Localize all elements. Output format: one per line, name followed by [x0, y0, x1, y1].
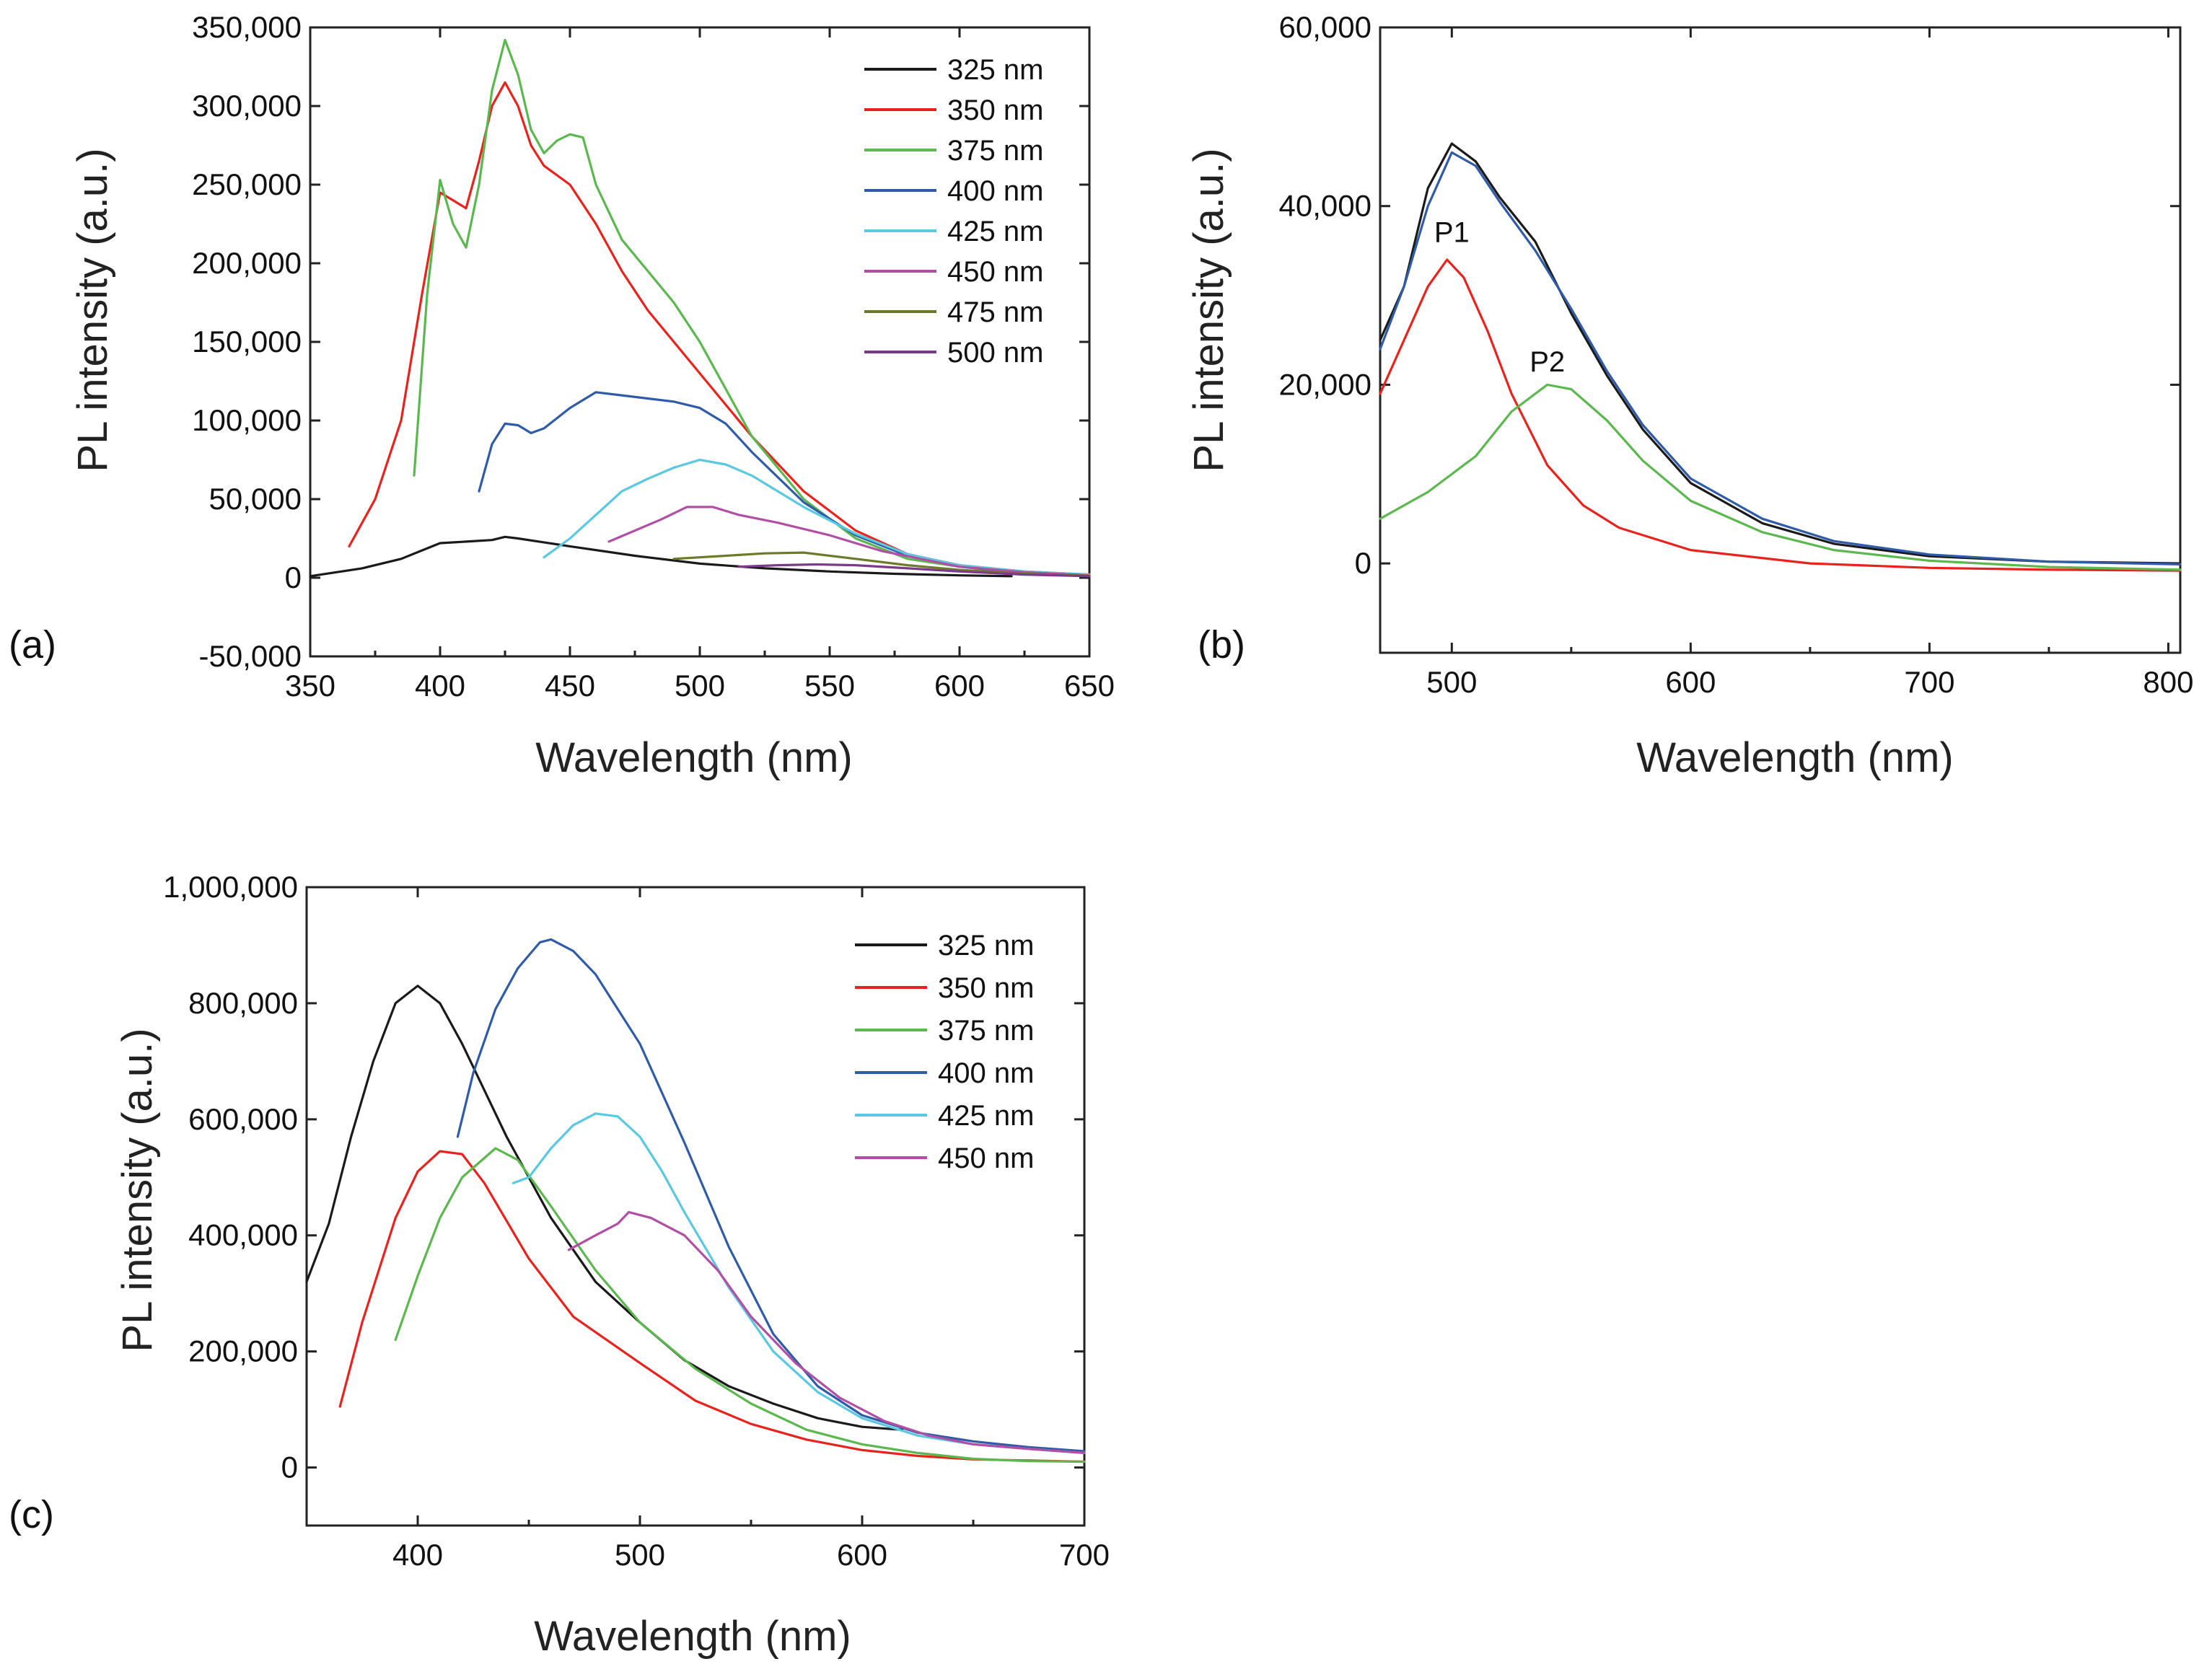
- x-tick-label: 600: [837, 1538, 887, 1572]
- x-tick-label: 550: [804, 669, 855, 703]
- legend-entry: 325 nm: [938, 930, 1034, 961]
- y-tick-label: 20,000: [1279, 367, 1371, 401]
- legend-entry: 450 nm: [947, 256, 1043, 288]
- series-line-500-nm: [737, 563, 1091, 578]
- peak-annotation: P2: [1529, 346, 1565, 378]
- y-tick-label: 40,000: [1279, 189, 1371, 223]
- y-tick-label: 800,000: [188, 986, 298, 1020]
- legend-entry: 375 nm: [947, 135, 1043, 167]
- panel-a-label: (a): [9, 623, 56, 666]
- y-tick-label: 600,000: [188, 1102, 298, 1136]
- series-line-measured: [1379, 142, 2182, 565]
- legend-entry: 425 nm: [947, 216, 1043, 247]
- peak-annotation: P1: [1434, 216, 1470, 248]
- panel-b-x-axis-title: Wavelength (nm): [1636, 734, 1953, 781]
- legend-entry: 475 nm: [947, 296, 1043, 328]
- y-tick-label: 300,000: [192, 89, 302, 123]
- panel-b-chart: (b) PL intensity (a.u.) Wavelength (nm) …: [1185, 10, 2193, 781]
- x-tick-label: 700: [1059, 1538, 1110, 1572]
- y-tick-label: 200,000: [188, 1334, 298, 1368]
- y-tick-label: 150,000: [192, 325, 302, 358]
- series-line-cumulative-fit: [1379, 151, 2182, 565]
- legend-entry: 375 nm: [938, 1015, 1034, 1047]
- y-tick-label: 100,000: [192, 403, 302, 437]
- panel-c-y-axis-title: PL intensity (a.u.): [114, 1028, 161, 1352]
- y-tick-label: 50,000: [209, 482, 302, 516]
- y-tick-label: 0: [1355, 546, 1371, 580]
- x-tick-label: 400: [392, 1538, 443, 1572]
- panel-b-y-axis-title: PL intensity (a.u.): [1185, 148, 1232, 472]
- series-line-450-nm: [567, 1210, 1086, 1454]
- panel-c-plot-area: 400 500 600 700 0 200,000 400,000 600,000 800,00…: [163, 870, 1110, 1572]
- series-line-425-nm: [543, 458, 1091, 576]
- series-line-400-nm: [478, 391, 1091, 577]
- panel-c-chart: (c) PL intensity (a.u.) Wavelength (nm) …: [9, 870, 1110, 1660]
- panel-c-x-axis-title: Wavelength (nm): [534, 1613, 851, 1660]
- series-line-375-nm: [394, 1147, 1086, 1463]
- y-tick-label: 400,000: [188, 1218, 298, 1252]
- y-tick-label: 200,000: [192, 246, 302, 280]
- panel-c-legend: 325 nm 350 nm 375 nm 400 nm 425 nm 450 nm: [855, 930, 1034, 1174]
- y-tick-label: 60,000: [1279, 10, 1371, 44]
- legend-entry: 500 nm: [947, 337, 1043, 369]
- legend-entry: 425 nm: [938, 1100, 1034, 1132]
- legend-entry: 400 nm: [947, 175, 1043, 207]
- series-line-450-nm: [607, 506, 1091, 577]
- legend-entry: 350 nm: [938, 972, 1034, 1004]
- panel-c-label: (c): [9, 1493, 54, 1536]
- x-tick-label: 500: [1426, 665, 1477, 699]
- x-tick-label: 650: [1064, 669, 1115, 703]
- legend-entry: 400 nm: [938, 1057, 1034, 1089]
- y-tick-label: 250,000: [192, 167, 302, 201]
- y-tick-label: 0: [285, 560, 302, 594]
- series-line-350-nm: [338, 1150, 1086, 1463]
- x-tick-label: 800: [2143, 665, 2193, 699]
- panel-a-chart: (a) PL intensity (a.u.) Wavelength (nm) …: [9, 10, 1115, 781]
- y-tick-label: -50,000: [199, 639, 302, 673]
- x-tick-label: 450: [545, 669, 595, 703]
- panel-a-plot-area: 350 400 450 500 550 600 650 -50,000 0 50,000 100,0…: [192, 10, 1115, 703]
- series-line-p1-fit: [1379, 258, 2182, 572]
- x-tick-label: 600: [1665, 665, 1716, 699]
- y-tick-label: 350,000: [192, 10, 302, 44]
- y-tick-label: 1,000,000: [163, 870, 298, 904]
- panel-b-label: (b): [1198, 623, 1245, 666]
- legend-entry: 325 nm: [947, 54, 1043, 86]
- x-tick-label: 350: [285, 669, 335, 703]
- series-line-325-nm: [309, 535, 1013, 578]
- series-line-p2-fit: [1379, 383, 2182, 571]
- panel-a-legend: 325 nm 350 nm 375 nm 400 nm 425 nm 450 nm 475 …: [864, 54, 1043, 369]
- plot-frame: [305, 886, 1086, 1527]
- x-tick-label: 600: [934, 669, 985, 703]
- panel-b-plot-area: 500 600 700 800 0 20,000 40,000 60,000 P1 P2: [1279, 10, 2194, 699]
- y-tick-label: 0: [281, 1451, 298, 1484]
- series-line-425-nm: [512, 1112, 1086, 1454]
- panel-a-y-axis-title: PL intensity (a.u.): [69, 148, 116, 472]
- legend-entry: 450 nm: [938, 1143, 1034, 1174]
- legend-entry: 350 nm: [947, 94, 1043, 126]
- series-line-350-nm: [348, 81, 1091, 576]
- x-tick-label: 700: [1904, 665, 1954, 699]
- x-tick-label: 400: [415, 669, 465, 703]
- x-tick-label: 500: [615, 1538, 665, 1572]
- x-tick-label: 500: [675, 669, 725, 703]
- panel-a-x-axis-title: Wavelength (nm): [535, 734, 852, 781]
